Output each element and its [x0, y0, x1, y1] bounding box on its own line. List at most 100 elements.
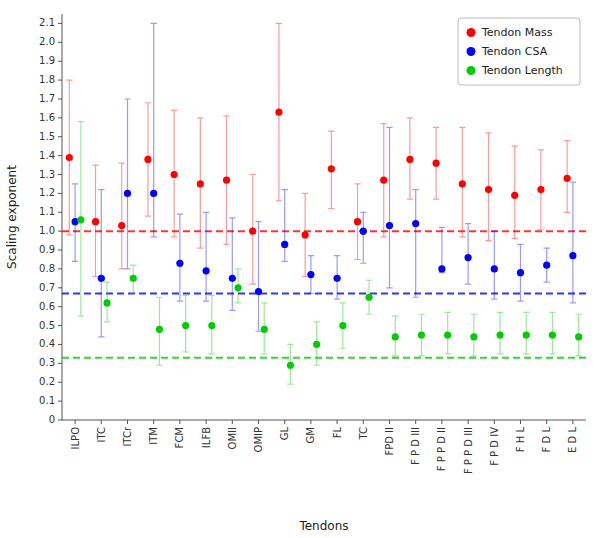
x-tick-label: FCM [174, 427, 185, 448]
point [354, 218, 361, 225]
point [229, 275, 236, 282]
point [386, 222, 393, 229]
x-tick [232, 420, 233, 424]
x-axis-label: Tendons [298, 519, 348, 533]
error-bar [576, 314, 582, 356]
point [124, 190, 131, 197]
y-tick-label: 0 [49, 414, 55, 425]
y-tick-label: 0.3 [39, 357, 55, 368]
x-tick-label: ITCr [122, 426, 133, 446]
y-tick [58, 117, 62, 118]
point [360, 228, 367, 235]
x-tick [363, 420, 364, 424]
y-tick [58, 306, 62, 307]
y-tick-label: 1.3 [39, 169, 55, 180]
error-bar [302, 193, 308, 276]
error-bar [156, 297, 162, 365]
y-tick [58, 287, 62, 288]
point [307, 271, 314, 278]
point [418, 331, 425, 338]
error-bar [287, 344, 293, 384]
point [517, 269, 524, 276]
error-bar [276, 23, 282, 201]
y-tick-label: 1.0 [39, 225, 55, 236]
point [275, 109, 282, 116]
error-bar [485, 133, 491, 241]
legend-frame [458, 18, 580, 85]
error-bar [445, 312, 451, 354]
x-tick [284, 420, 285, 424]
x-tick [468, 420, 469, 424]
error-bar [381, 124, 387, 237]
reference-line [62, 230, 586, 232]
point [287, 362, 294, 369]
error-bars [72, 23, 576, 336]
error-bar [261, 303, 267, 354]
error-bar [340, 303, 346, 348]
point [485, 186, 492, 193]
error-bar [544, 248, 550, 282]
error-bar [523, 312, 529, 354]
error-bar [512, 146, 518, 239]
points [77, 216, 582, 369]
y-tick-label: 2.0 [39, 36, 55, 47]
point [130, 275, 137, 282]
y-tick [58, 61, 62, 62]
error-bar [386, 127, 392, 288]
error-bar [564, 141, 570, 213]
point [118, 222, 125, 229]
x-tick-label: F P D III [410, 427, 421, 465]
x-tick-label: F P P D III [463, 427, 474, 474]
error-bar [465, 224, 471, 284]
point [491, 265, 498, 272]
y-tick-label: 0.1 [39, 395, 55, 406]
y-tick [58, 42, 62, 43]
point [444, 331, 451, 338]
point [496, 331, 503, 338]
y-tick [58, 80, 62, 81]
error-bar [308, 256, 314, 294]
error-bar [145, 103, 151, 216]
x-tick-label: FL [332, 427, 343, 439]
point [465, 254, 472, 261]
point [549, 331, 556, 338]
x-axis-line [62, 420, 586, 421]
error-bar [570, 182, 576, 303]
point [392, 333, 399, 340]
point [249, 228, 256, 235]
error-bar [104, 282, 110, 322]
x-tick [310, 420, 311, 424]
point [412, 220, 419, 227]
y-tick [58, 250, 62, 251]
error-bar [314, 322, 320, 365]
error-bar [130, 265, 136, 293]
y-tick-label: 1.7 [39, 93, 55, 104]
y-tick [58, 155, 62, 156]
y-axis-label: Scaling exponent [5, 165, 19, 269]
legend-label: Tendon CSA [481, 45, 548, 58]
x-tick [441, 420, 442, 424]
error-bar [72, 184, 78, 261]
error-bar [360, 212, 366, 263]
error-bar [209, 295, 215, 354]
x-axis: ILPOITCITCrITMFCMILFBOMIIOMIPGLGMFLTCFPD… [62, 420, 586, 474]
error-bar [177, 214, 183, 301]
x-tick-label: ILFB [201, 427, 212, 448]
y-tick-label: 1.1 [39, 206, 55, 217]
y-tick [58, 136, 62, 137]
point [182, 322, 189, 329]
reference-line [62, 357, 586, 359]
legend-marker [467, 47, 476, 56]
x-tick-label: OMII [227, 427, 238, 449]
y-tick [58, 420, 62, 421]
legend-marker [467, 28, 476, 37]
point [92, 218, 99, 225]
x-tick [520, 420, 521, 424]
error-bar [171, 110, 177, 237]
error-bar [197, 118, 203, 248]
y-tick [58, 363, 62, 364]
error-bar [491, 231, 497, 299]
y-tick-label: 2.1 [39, 17, 55, 28]
error-bar [223, 116, 229, 244]
x-tick [389, 420, 390, 424]
